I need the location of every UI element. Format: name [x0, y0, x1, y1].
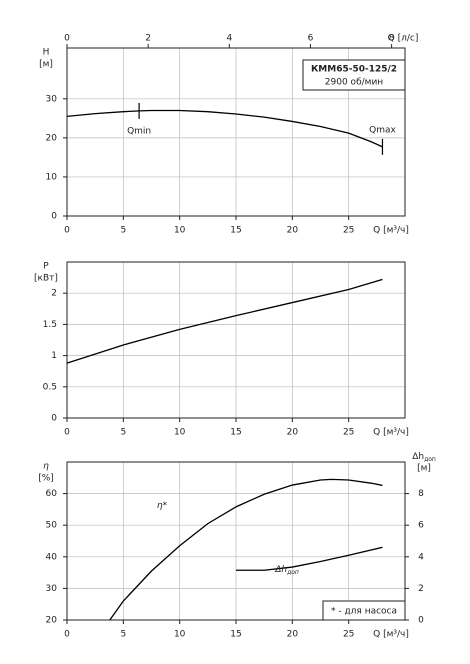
- y-axis-label: P: [43, 262, 49, 272]
- x2-tick-label: 6: [308, 34, 314, 44]
- curve-label: η*: [157, 501, 168, 511]
- y-axis-label: η: [43, 462, 49, 472]
- y2-tick-label: 8: [418, 489, 424, 499]
- y-tick-label: 30: [46, 584, 58, 594]
- y2-tick-label: 4: [418, 552, 424, 562]
- model-subtitle: 2900 об/мин: [325, 78, 383, 88]
- y-tick-label: 0: [51, 414, 57, 424]
- y2-axis-label-main: Δh: [412, 452, 424, 462]
- limit-label: Qmax: [369, 125, 396, 135]
- curve-label-main: η*: [157, 501, 168, 511]
- y-tick-label: 0.5: [43, 382, 57, 392]
- curve: [66, 109, 383, 148]
- x-tick-label: 20: [287, 428, 299, 438]
- x2-axis-label: Q [л/с]: [388, 34, 419, 44]
- x-tick-label: 0: [64, 630, 70, 640]
- note-box: [322, 600, 406, 621]
- model-title: КММ65-50-125/2: [311, 65, 397, 75]
- x-tick-label: 15: [230, 630, 241, 640]
- x-tick-label: 25: [343, 630, 354, 640]
- x-tick-label: 25: [343, 226, 354, 236]
- y2-tick-label: 6: [418, 521, 424, 531]
- x-tick-label: 10: [174, 630, 186, 640]
- x-tick-label: 20: [287, 630, 299, 640]
- curve: [66, 278, 383, 364]
- limit-label: Qmin: [127, 126, 151, 136]
- y-tick-label: 40: [46, 552, 58, 562]
- curve-label: Δhдоп: [274, 565, 299, 576]
- y-tick-label: 60: [46, 489, 58, 499]
- note: * - для насоса: [331, 607, 397, 617]
- x-axis-label: Q [м³/ч]: [373, 226, 409, 236]
- y-tick-label: 0: [51, 212, 57, 222]
- y2-tick-label: 2: [418, 584, 424, 594]
- y-tick-label: 1: [51, 351, 57, 361]
- plot-frame: [66, 261, 406, 419]
- x-axis-label: Q [м³/ч]: [373, 630, 409, 640]
- y2-axis-label: Δhдоп: [412, 452, 436, 463]
- y-tick-label: 50: [46, 521, 58, 531]
- x-tick-label: 5: [120, 428, 126, 438]
- x-tick-label: 15: [230, 428, 241, 438]
- x-axis-label: Q [м³/ч]: [373, 428, 409, 438]
- y-tick-label: 20: [46, 133, 58, 143]
- y2-axis-label-sub: доп: [424, 456, 436, 463]
- y-axis-unit: [м]: [39, 60, 53, 70]
- y-axis-unit: [%]: [38, 474, 54, 484]
- x-tick-label: 10: [174, 428, 186, 438]
- x-tick-label: 5: [120, 226, 126, 236]
- x-tick-label: 20: [287, 226, 299, 236]
- x2-tick-label: 2: [145, 34, 151, 44]
- curve-label-main: Δh: [274, 565, 287, 575]
- y-tick-label: 2: [51, 289, 57, 299]
- x2-tick-label: 0: [64, 34, 70, 44]
- y-tick-label: 20: [46, 616, 58, 626]
- model-box: [302, 59, 406, 91]
- x-tick-label: 0: [64, 428, 70, 438]
- y-tick-label: 30: [46, 94, 58, 104]
- plot-frame: [66, 47, 406, 217]
- y-tick-label: 10: [46, 172, 58, 182]
- x2-tick-label: 8: [389, 34, 395, 44]
- curve-label-sub: доп: [286, 569, 299, 576]
- curve: [109, 478, 383, 621]
- y2-axis-unit: [м]: [417, 464, 431, 474]
- x2-tick-label: 4: [226, 34, 232, 44]
- x-tick-label: 0: [64, 226, 70, 236]
- x-tick-label: 25: [343, 428, 354, 438]
- x-tick-label: 10: [174, 226, 186, 236]
- curve: [236, 546, 383, 571]
- x-tick-label: 15: [230, 226, 241, 236]
- plot-frame: [66, 461, 406, 621]
- y-axis-unit: [кВт]: [34, 274, 58, 284]
- y2-tick-label: 0: [418, 616, 424, 626]
- y-axis-label: H: [43, 48, 50, 58]
- y-tick-label: 1.5: [43, 320, 57, 330]
- x-tick-label: 5: [120, 630, 126, 640]
